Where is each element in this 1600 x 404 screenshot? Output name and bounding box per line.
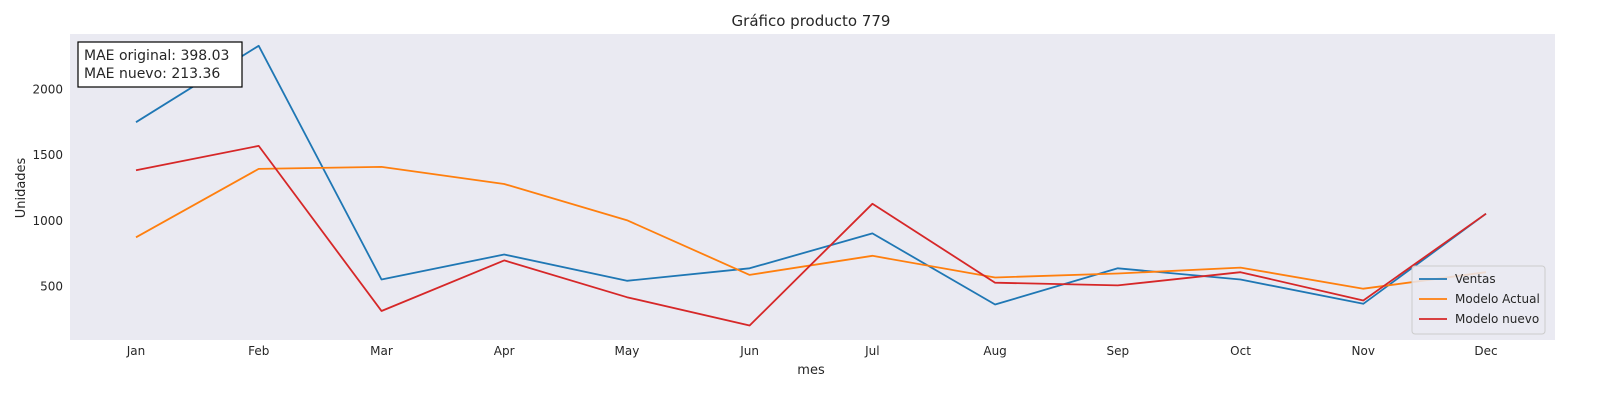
annotation-box [77, 41, 243, 88]
x-tick-label: Dec [1474, 344, 1497, 358]
x-tick-label: Feb [248, 344, 269, 358]
x-tick-label: May [615, 344, 640, 358]
y-tick-label: 1500 [32, 148, 63, 162]
legend-label: Modelo Actual [1455, 292, 1540, 306]
x-tick-label: Oct [1230, 344, 1251, 358]
legend: Ventas Modelo Actual Modelo nuevo [1411, 265, 1546, 335]
x-axis-label: mes [797, 363, 825, 378]
y-axis-label: Unidades [14, 157, 29, 218]
plot-area [70, 34, 1555, 340]
x-tick-label: Mar [370, 344, 393, 358]
y-tick-label: 2000 [32, 82, 63, 96]
x-tick-label: Sep [1107, 344, 1130, 358]
series-line-0 [135, 44, 1487, 306]
mae-annotation: MAE original: 398.03 MAE nuevo: 213.36 [77, 41, 243, 88]
series-line-2 [135, 144, 1487, 327]
series-lines [135, 44, 1487, 327]
y-tick-label: 1000 [32, 214, 63, 228]
legend-label: Ventas [1455, 272, 1496, 286]
x-tick-label: Aug [983, 344, 1006, 358]
x-tick-label: Apr [494, 344, 515, 358]
x-axis: Jan Feb Mar Apr May Jun Jul Aug Sep Oct Nov Dec [126, 344, 1498, 358]
legend-box [1411, 265, 1546, 335]
chart-title: Gráfico producto 779 [732, 12, 891, 30]
legend-label: Modelo nuevo [1455, 312, 1539, 326]
y-axis: 500 1000 1500 2000 [32, 82, 63, 293]
annotation-line-2: MAE nuevo: 213.36 [84, 66, 220, 82]
x-tick-label: Nov [1352, 344, 1375, 358]
x-tick-label: Jun [739, 344, 759, 358]
y-tick-label: 500 [40, 280, 63, 294]
annotation-line-1: MAE original: 398.03 [84, 48, 229, 64]
x-tick-label: Jul [864, 344, 879, 358]
x-tick-label: Jan [126, 344, 146, 358]
